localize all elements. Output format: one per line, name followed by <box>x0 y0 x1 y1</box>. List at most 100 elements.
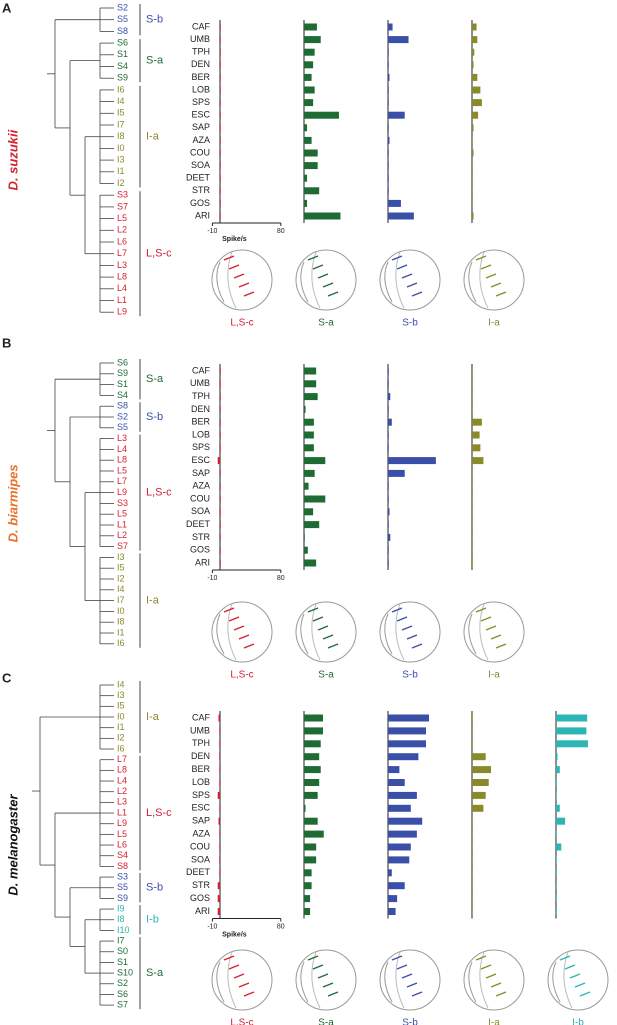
bar <box>388 753 419 761</box>
head-icon <box>211 949 273 1011</box>
leaf-label: I5 <box>117 108 125 118</box>
bar <box>219 740 221 748</box>
bar <box>472 36 478 44</box>
leaf-label: S1 <box>117 957 128 967</box>
sensilla <box>238 982 250 988</box>
leaf-label: S9 <box>117 73 128 83</box>
category-label: BER <box>191 764 210 774</box>
sensilla <box>406 982 418 988</box>
bar <box>219 727 221 735</box>
bar <box>304 367 317 375</box>
bar <box>472 856 473 864</box>
bar <box>472 882 473 890</box>
head-icon <box>479 251 489 309</box>
bar <box>304 482 309 490</box>
category-label: BER <box>191 417 210 427</box>
cluster-label: L,S-c <box>146 248 172 260</box>
head-icon <box>468 961 477 1003</box>
bar <box>219 753 221 761</box>
category-label: DEN <box>191 59 210 69</box>
sensilla <box>312 964 324 970</box>
sensilla <box>401 625 413 631</box>
category-label: SPS <box>192 790 210 800</box>
head-icon <box>295 249 357 311</box>
category-label: AZA <box>192 135 210 145</box>
bar <box>388 869 392 877</box>
bar <box>472 740 473 748</box>
bar <box>304 895 311 903</box>
sensilla <box>322 634 334 640</box>
leaf-label: I2 <box>117 178 125 188</box>
category-label: TPH <box>192 47 210 57</box>
leaf-label: I4 <box>117 96 125 106</box>
sensilla <box>223 607 235 613</box>
bar <box>388 495 389 503</box>
bar <box>220 187 221 195</box>
leaf-label: L1 <box>117 807 127 817</box>
leaf-label: S6 <box>117 37 128 47</box>
bar <box>220 162 221 170</box>
bar <box>220 546 221 554</box>
leaf-label: I4 <box>117 584 125 594</box>
bar <box>304 856 317 864</box>
head-icon <box>463 949 525 1011</box>
x-tick-label: -10 <box>207 228 217 235</box>
bar <box>220 495 221 503</box>
bar <box>304 48 315 56</box>
bar <box>472 73 478 81</box>
leaf-label: S3 <box>117 871 128 881</box>
series-label: L,S-c <box>230 318 253 329</box>
leaf-label: L8 <box>117 765 127 775</box>
panel-label: C <box>2 670 12 685</box>
panel-label: A <box>2 0 12 15</box>
category-label: SAP <box>192 122 210 132</box>
bar <box>304 212 341 220</box>
bar <box>388 23 393 31</box>
leaf-label: I5 <box>117 701 125 711</box>
leaf-label: L5 <box>117 509 127 519</box>
bar <box>472 469 473 477</box>
category-label: DEN <box>191 751 210 761</box>
category-label: ARI <box>195 906 210 916</box>
series-label: I-a <box>488 1018 500 1025</box>
bar <box>472 48 475 56</box>
sensilla <box>307 607 319 613</box>
category-label: DEET <box>186 173 211 183</box>
head-icon <box>216 613 225 655</box>
sensilla <box>391 255 403 261</box>
leaf-label: I8 <box>117 617 125 627</box>
bar <box>304 791 318 799</box>
bar <box>220 508 221 516</box>
bar <box>388 418 392 426</box>
sensilla <box>228 616 240 622</box>
bar <box>388 830 417 838</box>
bar <box>472 136 473 144</box>
category-label: CAF <box>192 21 211 31</box>
bar <box>472 457 484 465</box>
bar <box>304 124 308 132</box>
leaf-label: I8 <box>117 914 125 924</box>
x-tick-label: 80 <box>277 575 285 582</box>
bar <box>388 380 389 388</box>
bar <box>220 174 221 182</box>
sensilla <box>480 964 492 970</box>
leaf-label: S6 <box>117 357 128 367</box>
bar <box>304 61 314 69</box>
category-label: ARI <box>195 210 210 220</box>
sensilla <box>485 625 497 631</box>
cluster-label: S-a <box>146 967 164 979</box>
category-label: COU <box>190 147 210 157</box>
series-label: I-b <box>572 1018 584 1025</box>
cluster-label: S-b <box>146 14 163 26</box>
bar <box>388 559 389 567</box>
bar <box>388 393 391 401</box>
sensilla <box>223 255 235 261</box>
sensilla <box>396 264 408 270</box>
bar <box>304 495 326 503</box>
leaf-label: I1 <box>117 722 125 732</box>
sensilla <box>317 273 329 279</box>
leaf-label: I7 <box>117 119 125 129</box>
bar <box>304 86 315 94</box>
bar <box>472 753 486 761</box>
sensilla <box>490 634 502 640</box>
